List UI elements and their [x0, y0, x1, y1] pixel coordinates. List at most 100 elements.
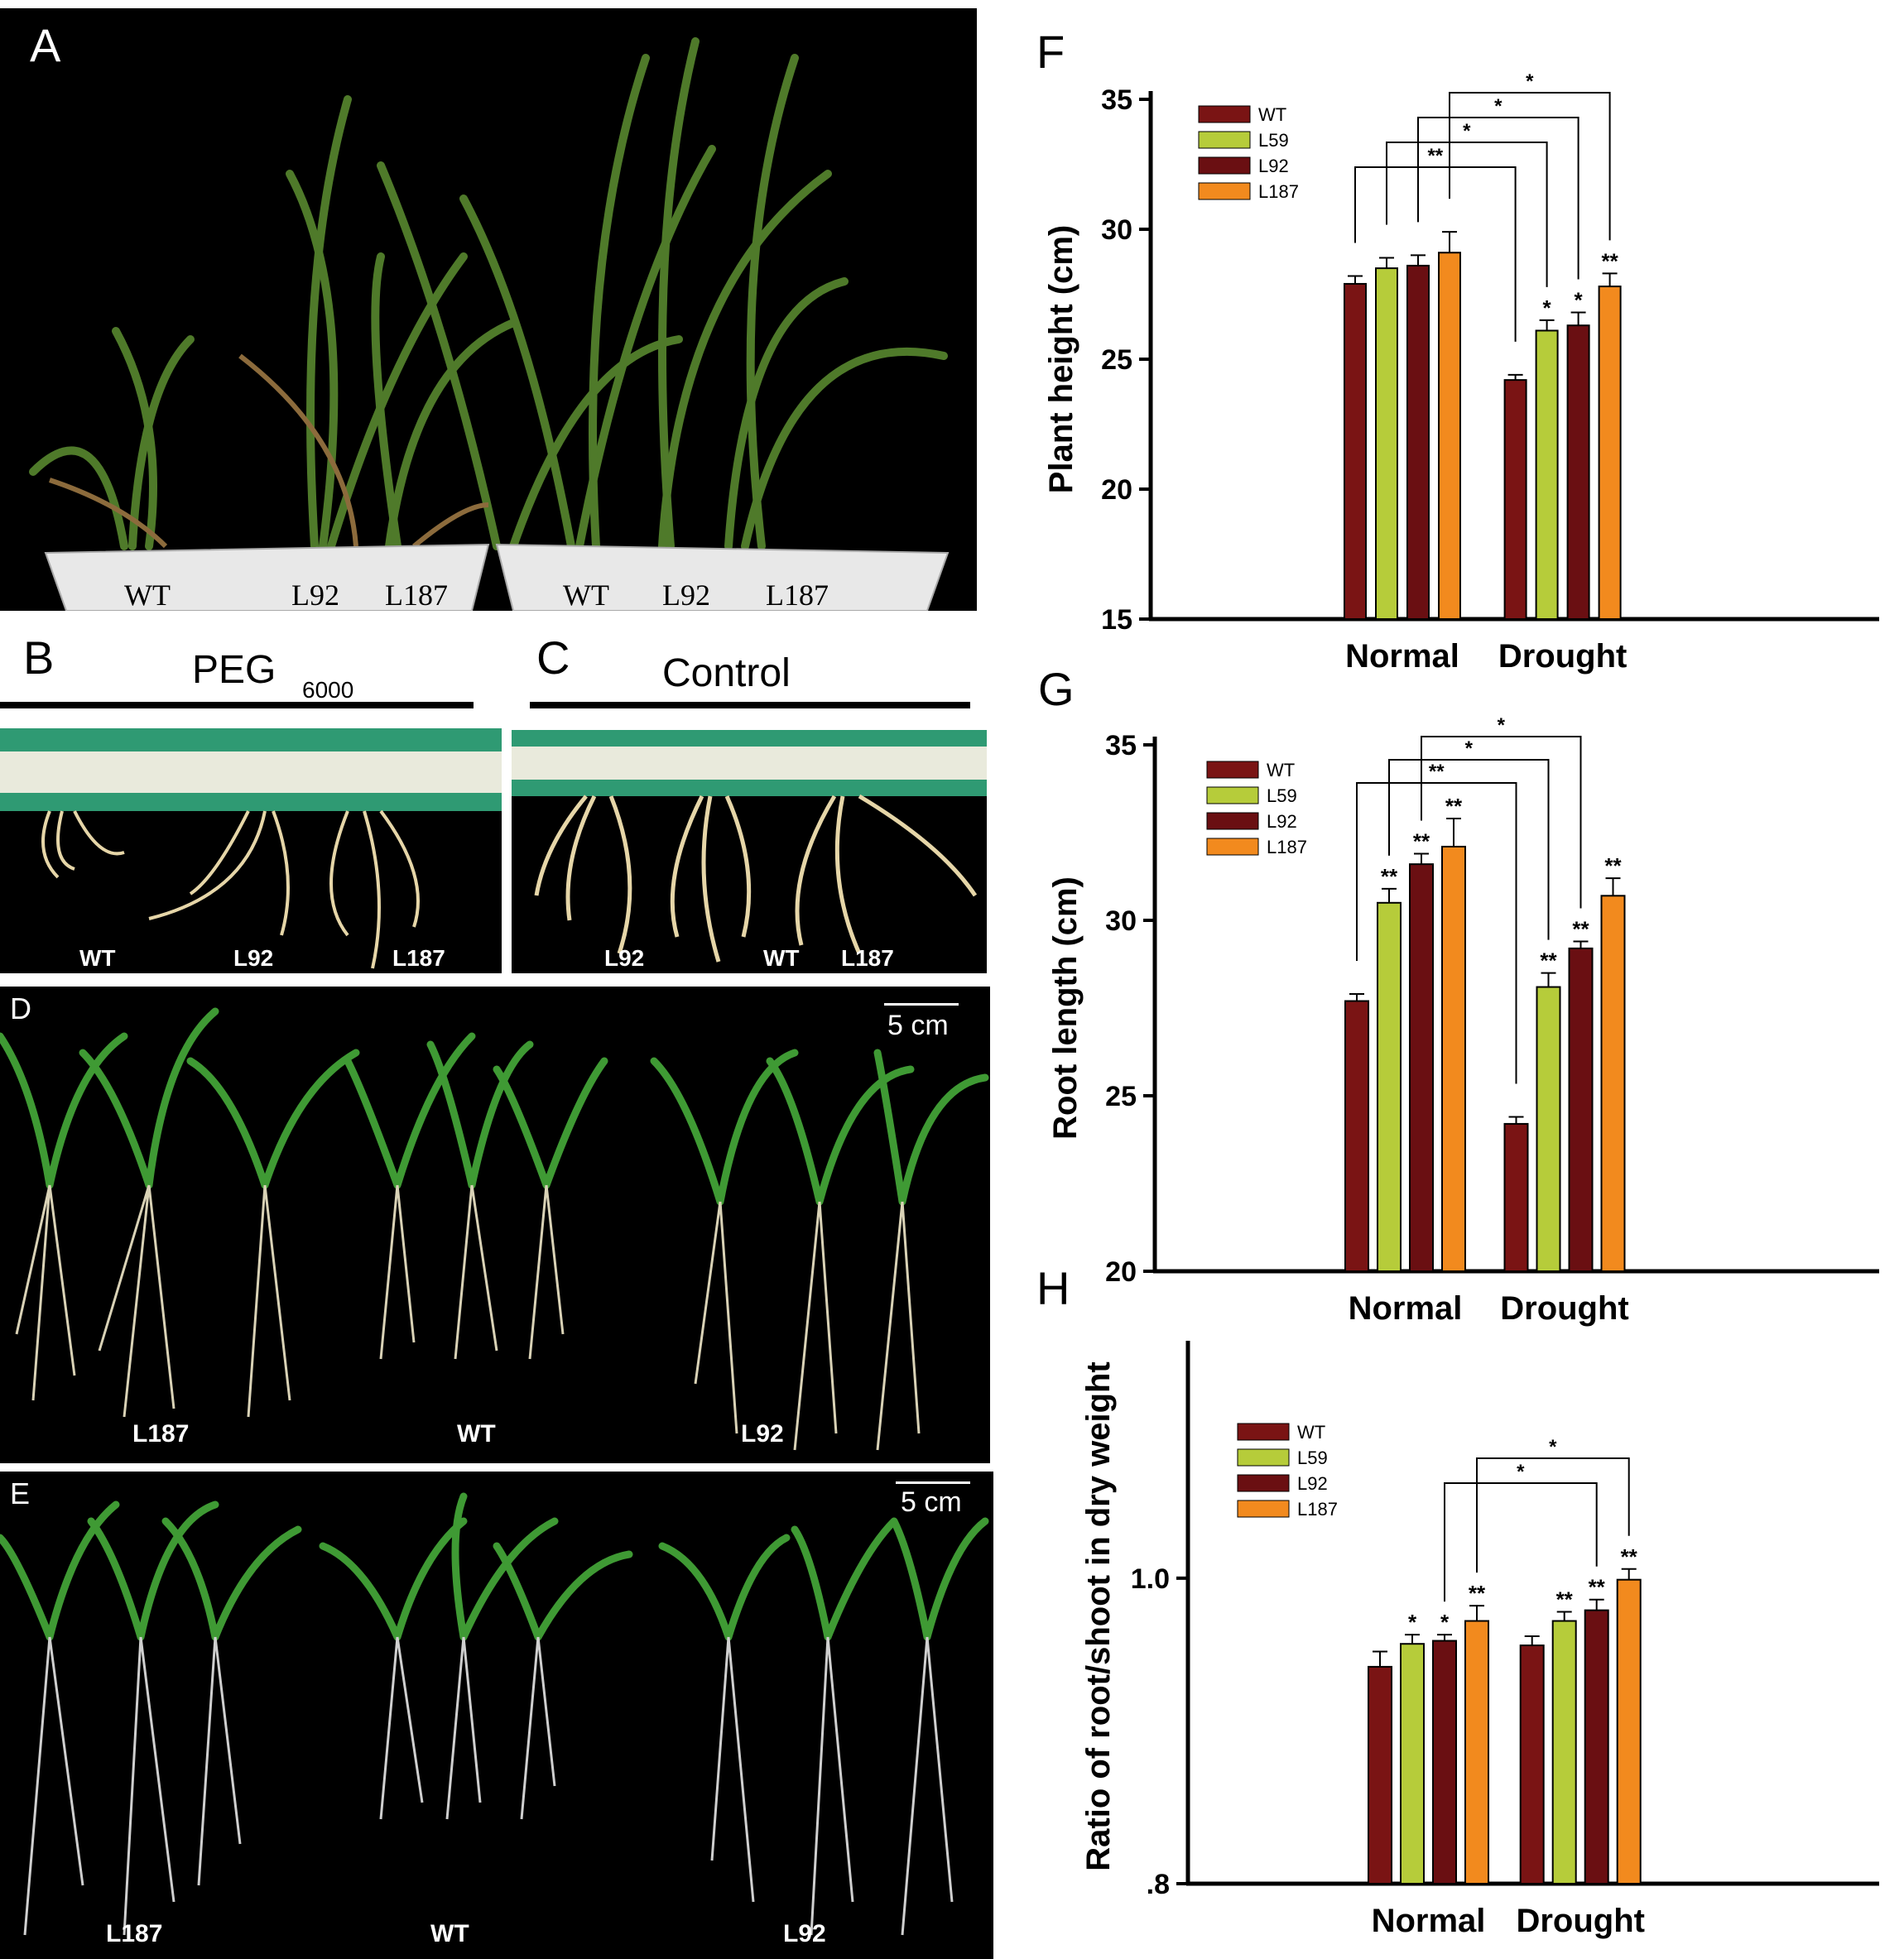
chart-f-xtick-label: Normal — [1345, 638, 1459, 675]
chart-h-ylabel: Ratio of root/shoot in dry weight — [1080, 1361, 1117, 1871]
chart-g-sig-label: ** — [1413, 828, 1430, 853]
chart-f-legend-swatch — [1198, 131, 1251, 149]
panel-c-letter: C — [536, 631, 570, 684]
chart-g-ytick-label: 30 — [1105, 905, 1137, 937]
chart-g-sig-label: ** — [1381, 864, 1398, 889]
panel-e-letter: E — [10, 1476, 31, 1510]
chart-g-bracket — [1356, 782, 1517, 1084]
chart-h-legend-swatch — [1237, 1423, 1290, 1441]
chart-f-bracket — [1449, 92, 1611, 241]
panel-b-title: PEG — [192, 648, 276, 692]
panel-a-label-l92-1: L92 — [291, 579, 339, 611]
chart-g-ytick-label: 25 — [1105, 1081, 1137, 1112]
chart-g-legend-swatch — [1206, 812, 1259, 830]
chart-h-bar-wt-drought — [1519, 1645, 1545, 1885]
panel-b-photo: WT L92 L187 — [0, 728, 502, 973]
panel-d-photo: D 5 cm L187 WT L92 — [0, 987, 990, 1463]
panel-b-title-sub: 6000 — [302, 677, 354, 703]
chart-f-legend-label: WT — [1258, 104, 1286, 125]
panel-e-label-l187: L187 — [106, 1920, 163, 1947]
chart-f-sig-label: ** — [1601, 248, 1618, 273]
chart-h-sig-label: ** — [1589, 1575, 1606, 1600]
panel-h-letter: H — [1036, 1262, 1070, 1314]
panel-e-scene — [0, 1492, 989, 1936]
chart-f-legend-swatch — [1198, 156, 1251, 175]
chart-h-sig-label: ** — [1469, 1581, 1486, 1606]
chart-f-bar-l187-normal — [1438, 252, 1461, 620]
chart-g-legend-swatch — [1206, 761, 1259, 779]
chart-g-ylabel: Root length (cm) — [1047, 876, 1084, 1140]
panel-b-label-l187: L187 — [392, 945, 445, 971]
panel-b-scene — [0, 728, 502, 969]
chart-f-ytick-label: 25 — [1101, 344, 1132, 376]
chart-h-legend-label: L187 — [1297, 1499, 1338, 1520]
chart-h-legend-swatch — [1237, 1474, 1290, 1492]
chart-g-ytick-label: 35 — [1105, 730, 1137, 761]
chart-g-ytick-label: 20 — [1105, 1256, 1137, 1288]
chart-h-bar-l92-drought — [1584, 1609, 1609, 1885]
chart-h-legend-label: WT — [1297, 1422, 1325, 1443]
chart-g-bar-l92-drought — [1568, 947, 1594, 1272]
chart-f-bar-l92-drought — [1566, 324, 1590, 620]
chart-h-legend-label: L92 — [1297, 1473, 1328, 1494]
chart-f-bracket-label: * — [1526, 70, 1534, 93]
panel-b-label-wt: WT — [79, 945, 116, 971]
chart-h-bar-l187-normal — [1464, 1620, 1489, 1885]
panel-e-scale-bar — [896, 1481, 970, 1484]
panel-g-letter: G — [1038, 663, 1075, 715]
chart-f-ylabel: Plant height (cm) — [1043, 225, 1079, 493]
chart-h-bar-l59-drought — [1551, 1620, 1577, 1885]
chart-f-ytick-label: 20 — [1101, 474, 1132, 506]
chart-g-bracket-label: * — [1465, 737, 1474, 760]
panel-c-scene — [512, 730, 987, 963]
panel-d-scale-text: 5 cm — [887, 1010, 949, 1041]
chart-g-bar-wt-normal — [1344, 1000, 1369, 1272]
chart-f-sig-label: * — [1575, 287, 1584, 312]
panel-c-label-l92: L92 — [604, 945, 645, 971]
chart-h-ytick-label: .8 — [1147, 1869, 1170, 1900]
chart-g-bar-l59-normal — [1377, 901, 1402, 1273]
chart-g-bracket-label: ** — [1429, 761, 1445, 783]
chart-h-sig-label: ** — [1556, 1587, 1574, 1611]
chart-g-sig-label: ** — [1445, 794, 1463, 819]
chart-f-bracket — [1417, 117, 1579, 280]
chart-f-bar-l59-drought — [1535, 329, 1559, 620]
chart-f-xtick-label: Drought — [1498, 638, 1628, 675]
chart-f-bar-wt-normal — [1344, 282, 1367, 620]
chart-h-xtick-label: Normal — [1372, 1903, 1486, 1939]
panel-a-photo: A WT L92 L187 WT L92 L187 — [0, 8, 977, 611]
chart-h-bracket-label: * — [1517, 1461, 1525, 1483]
panel-e-label-wt: WT — [430, 1920, 469, 1947]
panel-d-label-l92: L92 — [741, 1420, 784, 1448]
panel-c-label-l187: L187 — [841, 945, 894, 971]
panel-a-label-wt-1: WT — [124, 579, 171, 611]
chart-g-sig-label: ** — [1572, 916, 1589, 941]
panel-e-label-l92: L92 — [783, 1920, 826, 1947]
chart-g-sig-label: ** — [1540, 948, 1557, 973]
chart-f-bracket-label: ** — [1427, 145, 1443, 167]
chart-g-bracket-label: * — [1498, 714, 1506, 737]
chart-f-bracket — [1354, 166, 1517, 342]
panel-a-label-l187-1: L187 — [385, 579, 448, 611]
chart-f-legend-label: L92 — [1258, 156, 1289, 176]
panel-d-scale-bar — [884, 1003, 959, 1006]
chart-h-legend-swatch — [1237, 1448, 1290, 1467]
chart-f-bar-l92-normal — [1406, 264, 1430, 620]
chart-g-legend-swatch — [1206, 838, 1259, 856]
chart-g-bar-l92-normal — [1409, 863, 1434, 1272]
chart-h-bar-l92-normal — [1432, 1640, 1457, 1885]
panel-b-letter: B — [23, 631, 55, 684]
chart-g-bar-wt-drought — [1503, 1122, 1529, 1273]
chart-g-bracket — [1421, 736, 1582, 909]
chart-h-sig-label: * — [1440, 1610, 1450, 1635]
chart-g-bar-l187-drought — [1600, 895, 1626, 1272]
chart-f-ytick-label: 30 — [1101, 214, 1132, 246]
chart-h-bar-l59-normal — [1400, 1643, 1425, 1885]
chart-f-legend-label: L187 — [1258, 181, 1299, 202]
panel-a-letter: A — [30, 19, 61, 71]
chart-g-legend-label: L59 — [1267, 785, 1297, 806]
chart-f-bracket-label: * — [1463, 120, 1471, 142]
chart-h-bracket-label: * — [1549, 1436, 1557, 1458]
chart-f-ytick-label: 15 — [1101, 604, 1132, 636]
